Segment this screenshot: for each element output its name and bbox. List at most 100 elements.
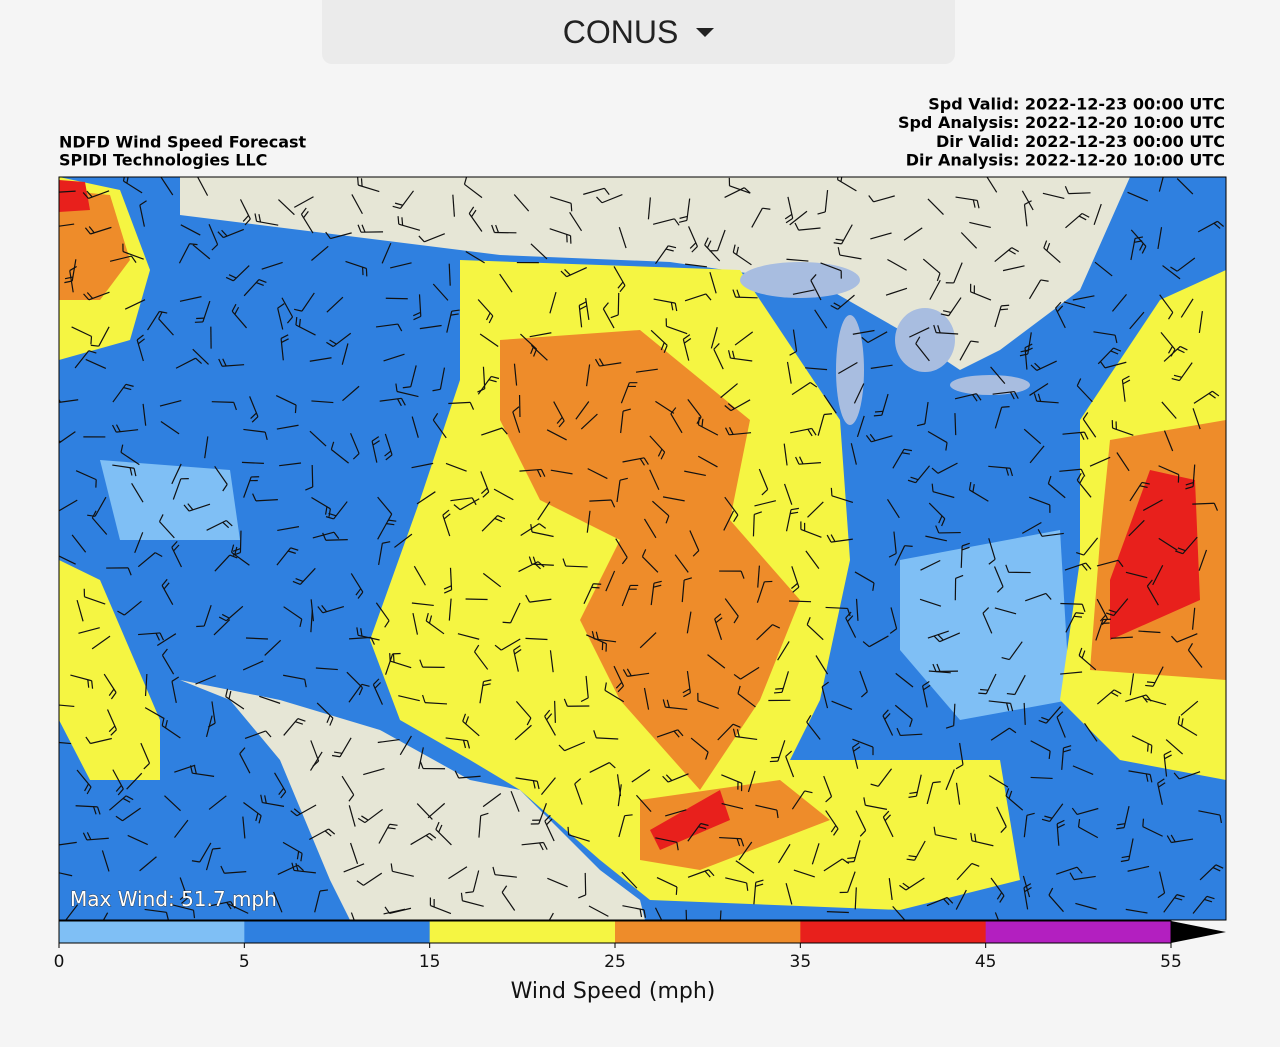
wind-barb-feather [83, 293, 90, 301]
wind-barb-feather [222, 521, 230, 529]
wind-barb-feather [869, 433, 876, 442]
wind-barb-feather [389, 823, 398, 826]
wind-barb-feather [560, 270, 568, 278]
wind-barb [831, 495, 854, 504]
wind-barb [568, 834, 590, 842]
wind-barb [710, 327, 718, 349]
wind-barb-feather [836, 177, 839, 180]
wind-barb-feather [874, 410, 884, 413]
wind-barb-feather [1177, 716, 1181, 725]
wind-barb-feather [1041, 818, 1050, 823]
wind-barb [685, 909, 688, 920]
wind-barb-feather [873, 414, 882, 417]
wind-barb [786, 258, 809, 262]
wind-barb-feather [382, 541, 391, 544]
wind-barb [529, 332, 552, 338]
wind-barb [462, 900, 484, 907]
wind-barb-feather [617, 281, 624, 289]
wind-barb-feather [173, 544, 180, 552]
wind-barb [124, 600, 142, 616]
wind-barb [1093, 203, 1102, 226]
wind-barb-feather [221, 229, 228, 237]
wind-barb-feather [358, 687, 364, 696]
wind-barb-feather [538, 523, 547, 529]
wind-barb-feather [514, 649, 522, 655]
wind-barb [59, 223, 75, 227]
wind-barb [959, 340, 972, 361]
wind-barb-feather [882, 709, 889, 717]
wind-barb-feather [532, 556, 537, 565]
wind-barb-feather [395, 383, 398, 392]
wind-barb-feather [570, 203, 573, 212]
wind-barb [530, 243, 548, 260]
wind-barb [1023, 428, 1042, 445]
wind-barb [261, 261, 283, 270]
wind-barb-feather [501, 885, 508, 893]
wind-barb [283, 606, 303, 620]
wind-barb-feather [872, 582, 875, 591]
wind-barb-feather [120, 444, 124, 453]
wind-barb-feather [1079, 432, 1085, 440]
wind-barb-feather [360, 178, 363, 187]
wind-barb-feather [1146, 743, 1149, 752]
wind-barb [481, 427, 503, 436]
wind-barb-feather [974, 833, 977, 842]
wind-barb-feather [108, 688, 115, 696]
wind-barb [821, 686, 829, 709]
wind-barb [396, 390, 419, 398]
wind-barb [865, 804, 888, 810]
wind-barb-feather [835, 238, 844, 241]
wind-barb [888, 878, 893, 901]
wind-barb-feather [422, 694, 426, 703]
wind-barb-feather [833, 242, 842, 245]
wind-barb-feather [84, 227, 91, 235]
wind-barb [1021, 521, 1042, 534]
wind-barb-feather [1000, 826, 1007, 833]
wind-barb-feather [126, 177, 129, 184]
wind-barb [78, 627, 100, 634]
wind-barb [909, 327, 930, 338]
wind-barb-feather [903, 448, 913, 452]
wind-barb-feather [400, 398, 406, 406]
wind-barb-feather [387, 827, 396, 830]
wind-barb [448, 401, 471, 405]
wind-barb [59, 872, 73, 877]
wind-barb-feather [567, 826, 570, 835]
wind-barb-feather [1076, 472, 1082, 481]
wind-barb [1198, 549, 1208, 571]
wind-barb-feather [706, 240, 712, 249]
wind-barb-feather [97, 806, 101, 815]
wind-barb [757, 565, 760, 588]
wind-barb [885, 287, 908, 296]
wind-barb [587, 468, 608, 480]
wind-barb-feather [737, 685, 741, 694]
wind-barb [873, 195, 895, 203]
wind-barb-feather [889, 628, 897, 634]
wind-barb-feather [909, 719, 913, 728]
wind-barb [311, 464, 314, 487]
wind-barb-feather [1038, 719, 1047, 724]
wind-barb-feather [922, 680, 930, 687]
wind-barb [510, 790, 520, 812]
wind-barb-feather [110, 729, 117, 736]
wind-barb-feather [254, 213, 258, 222]
region-dropdown[interactable]: CONUS [322, 0, 955, 64]
wind-barb-feather [1005, 564, 1010, 573]
wind-barb-feather [1057, 823, 1065, 829]
wind-barb-feather [326, 341, 334, 348]
wind-barb [735, 296, 758, 299]
wind-region [100, 460, 240, 540]
wind-barb [211, 401, 234, 404]
wind-barb-feather [942, 310, 952, 314]
wind-barb-feather [90, 336, 93, 345]
wind-barb-feather [663, 345, 668, 353]
wind-barb [445, 462, 467, 472]
wind-barb-feather [626, 668, 632, 677]
wind-barb [178, 243, 191, 264]
wind-barb-feather [319, 889, 329, 892]
wind-barb-feather [807, 428, 813, 437]
wind-barb-feather [799, 456, 804, 465]
wind-barb-feather [789, 350, 797, 356]
wind-barb-feather [1024, 200, 1032, 205]
wind-barb-feather [397, 323, 403, 332]
